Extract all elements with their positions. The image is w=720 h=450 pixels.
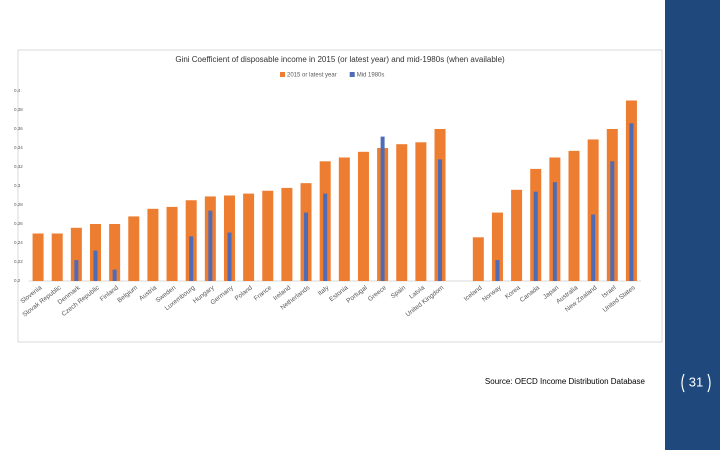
bar: [610, 161, 615, 281]
bar: [112, 269, 117, 281]
bar: [472, 237, 484, 281]
bar: [304, 212, 309, 281]
bar: [227, 232, 232, 281]
y-tick-label: 0,24: [14, 240, 23, 245]
y-tick-label: 0,32: [14, 164, 23, 169]
bar: [552, 182, 557, 281]
legend-label: 2015 or latest year: [287, 73, 337, 79]
y-tick-label: 0,26: [14, 221, 23, 226]
bar: [629, 123, 634, 281]
bar: [243, 193, 255, 281]
bar: [380, 136, 385, 281]
y-tick-label: 0,36: [14, 126, 23, 131]
bar: [415, 142, 427, 281]
bar: [189, 236, 194, 281]
bar: [396, 144, 408, 281]
y-tick-label: 0,28: [14, 202, 23, 207]
bar: [208, 210, 213, 281]
bar: [109, 224, 121, 281]
bar: [93, 250, 98, 281]
legend-label: Mid 1980s: [357, 73, 385, 79]
bar: [495, 260, 500, 281]
y-tick-label: 0,34: [14, 145, 23, 150]
y-tick-label: 0,38: [14, 107, 23, 112]
bar: [262, 190, 274, 281]
chart-title: Gini Coefficient of disposable income in…: [175, 55, 505, 64]
side-panel: [665, 0, 720, 450]
bar: [587, 139, 599, 281]
bar: [166, 206, 178, 281]
bar: [32, 233, 44, 281]
bar: [323, 193, 328, 281]
bar: [533, 191, 538, 281]
y-tick-label: 0,22: [14, 259, 23, 264]
bar: [74, 260, 79, 281]
legend-swatch: [349, 72, 355, 77]
y-tick-label: 0,4: [14, 88, 21, 93]
bracket-right: [707, 373, 711, 393]
y-tick-label: 0,3: [14, 183, 21, 188]
bar: [128, 216, 140, 281]
bar: [568, 150, 580, 281]
bar: [491, 212, 503, 281]
bar: [147, 208, 159, 281]
y-tick-label: 0,2: [14, 278, 21, 283]
bar: [51, 233, 63, 281]
bar: [591, 214, 596, 281]
legend-swatch: [280, 72, 285, 77]
bar: [511, 189, 523, 281]
bracket-left: [681, 373, 685, 393]
bar: [70, 227, 82, 281]
bar: [338, 157, 350, 281]
bar: [438, 159, 443, 281]
source-note: Source: OECD Income Distribution Databas…: [485, 377, 646, 386]
bar: [357, 151, 369, 281]
page-number: 31: [689, 374, 703, 389]
bar: [281, 187, 293, 281]
